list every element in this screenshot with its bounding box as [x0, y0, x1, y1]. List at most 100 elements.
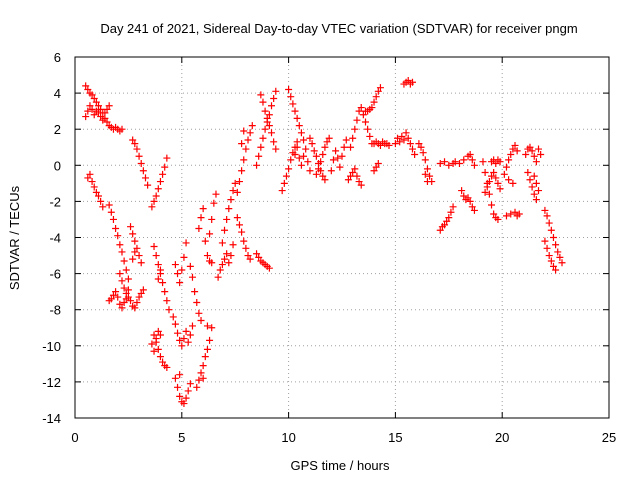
y-tick-label: 2 [54, 122, 61, 137]
data-point [270, 138, 278, 146]
data-point [227, 252, 235, 260]
data-point [139, 167, 147, 175]
data-point [351, 165, 359, 173]
data-point [99, 203, 107, 211]
data-point [244, 252, 252, 260]
data-point [178, 266, 186, 274]
data-point [511, 208, 519, 216]
data-point [154, 261, 162, 269]
data-point [265, 122, 273, 130]
data-point [441, 158, 449, 166]
data-point [174, 383, 182, 391]
data-point [372, 163, 380, 171]
data-point [265, 111, 273, 119]
data-point [246, 129, 254, 137]
data-point [112, 288, 120, 296]
data-point [317, 158, 325, 166]
data-point [118, 125, 126, 133]
data-point [159, 358, 167, 366]
data-point [124, 286, 132, 294]
series-sat-at [488, 156, 504, 167]
x-tick-label: 0 [71, 430, 78, 445]
data-point [398, 132, 406, 140]
series-sat-ax [524, 169, 543, 204]
data-point [191, 288, 199, 296]
data-point [255, 152, 263, 160]
data-point [319, 172, 327, 180]
data-point [94, 102, 102, 110]
data-point [483, 183, 491, 191]
data-point [150, 197, 158, 205]
data-point [137, 289, 145, 297]
series-sat-ai [370, 138, 393, 149]
data-point [156, 266, 164, 274]
data-point [107, 208, 115, 216]
data-point [323, 138, 331, 146]
data-point [464, 194, 472, 202]
data-point [289, 100, 297, 108]
x-tick-label: 10 [281, 430, 295, 445]
data-point [391, 140, 399, 148]
data-point [315, 165, 323, 173]
data-point [206, 230, 214, 238]
series-sat-av [500, 141, 521, 187]
data-point [88, 105, 96, 113]
data-point [261, 107, 269, 115]
data-point [133, 244, 141, 252]
data-point [188, 322, 196, 330]
data-point [208, 259, 216, 267]
data-point [547, 226, 555, 234]
y-tick-label: 4 [54, 86, 61, 101]
data-point [114, 293, 122, 301]
data-point [423, 178, 431, 186]
data-point [470, 206, 478, 214]
data-point [244, 136, 252, 144]
data-point [357, 181, 365, 189]
x-tick-label: 15 [388, 430, 402, 445]
series-sat-o [171, 371, 194, 408]
data-point [84, 174, 92, 182]
data-point [366, 132, 374, 140]
data-point [156, 331, 164, 339]
data-point [150, 331, 158, 339]
data-point [165, 306, 173, 314]
data-point [436, 226, 444, 234]
data-point [530, 152, 538, 160]
data-point [169, 313, 177, 321]
data-point [225, 205, 233, 213]
data-point [105, 102, 113, 110]
data-point [310, 147, 318, 155]
series-sat-ak [391, 129, 419, 158]
data-point [325, 134, 333, 142]
series-sat-c [84, 170, 107, 211]
data-point [193, 298, 201, 306]
data-point [131, 304, 139, 312]
series-sat-i [148, 154, 171, 211]
data-point [203, 322, 211, 330]
data-point [150, 243, 158, 251]
data-point [332, 147, 340, 155]
series-sat-ab [291, 143, 314, 175]
data-point [223, 250, 231, 258]
data-point [406, 140, 414, 148]
data-point [186, 331, 194, 339]
series-sat-ah [361, 84, 384, 115]
data-point [171, 374, 179, 382]
data-point [235, 178, 243, 186]
data-point [210, 199, 218, 207]
data-point [411, 150, 419, 158]
series-sat-az [541, 237, 560, 274]
data-point [485, 190, 493, 198]
data-point [116, 241, 124, 249]
data-point [186, 262, 194, 270]
y-tick-label: -10 [42, 339, 61, 354]
series-sat-aw [522, 143, 545, 166]
data-point [436, 159, 444, 167]
y-tick-label: -6 [49, 267, 61, 282]
data-point [449, 203, 457, 211]
x-axis-label: GPS time / hours [291, 458, 390, 473]
data-point [90, 183, 98, 191]
series-sat-n [169, 313, 196, 350]
data-point [347, 143, 355, 151]
